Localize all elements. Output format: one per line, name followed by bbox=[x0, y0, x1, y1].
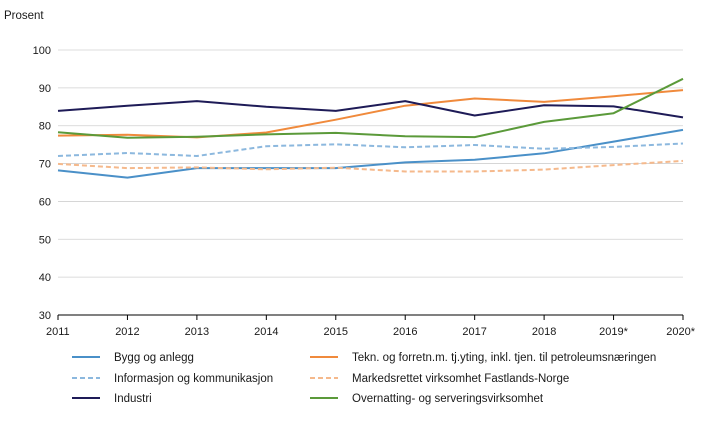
legend-label: Markedsrettet virksomhet Fastlands-Norge bbox=[352, 373, 569, 385]
y-tick-label: 80 bbox=[39, 121, 51, 133]
series-line-4 bbox=[57, 100, 684, 119]
x-tick-label: 2019* bbox=[599, 326, 628, 338]
y-axis-label: Prosent bbox=[4, 10, 44, 22]
legend-label: Informasjon og kommunikasjon bbox=[114, 373, 273, 385]
series-line-3 bbox=[57, 159, 684, 173]
y-tick-label: 50 bbox=[39, 234, 51, 246]
x-tick-label: 2014 bbox=[254, 326, 278, 338]
y-tick-label: 30 bbox=[39, 310, 51, 322]
x-tick-label: 2015 bbox=[324, 326, 348, 338]
legend-label: Industri bbox=[114, 393, 152, 405]
x-tick-label: 2016 bbox=[393, 326, 417, 338]
y-tick-label: 70 bbox=[39, 159, 51, 171]
legend-label: Tekn. og forretn.m. tj.yting, inkl. tjen… bbox=[352, 352, 656, 364]
series-lines bbox=[57, 77, 684, 179]
series-line-2 bbox=[57, 142, 684, 157]
y-tick-label: 60 bbox=[39, 196, 51, 208]
x-tick-label: 2011 bbox=[46, 326, 70, 338]
x-tick-label: 2020* bbox=[666, 326, 695, 338]
y-tick-label: 90 bbox=[39, 83, 51, 95]
legend-label: Overnatting- og serveringsvirksomhet bbox=[352, 393, 544, 405]
gridlines bbox=[58, 49, 683, 316]
y-tick-label: 100 bbox=[33, 45, 51, 57]
x-tick-label: 2018 bbox=[532, 326, 556, 338]
legend: Bygg og anlegg Tekn. og forretn.m. tj.yti… bbox=[72, 352, 656, 405]
y-axis-ticks: 30 40 50 60 70 80 90 100 bbox=[33, 45, 51, 322]
x-axis: 2011 2012 2013 2014 2015 2016 2017 2018 2019* 202… bbox=[46, 315, 696, 338]
x-tick-label: 2012 bbox=[115, 326, 139, 338]
legend-label: Bygg og anlegg bbox=[114, 352, 194, 364]
x-tick-label: 2013 bbox=[185, 326, 209, 338]
x-tick-label: 2017 bbox=[462, 326, 486, 338]
series-line-1 bbox=[57, 89, 684, 139]
series-line-5 bbox=[57, 77, 684, 139]
y-tick-label: 40 bbox=[39, 272, 51, 284]
